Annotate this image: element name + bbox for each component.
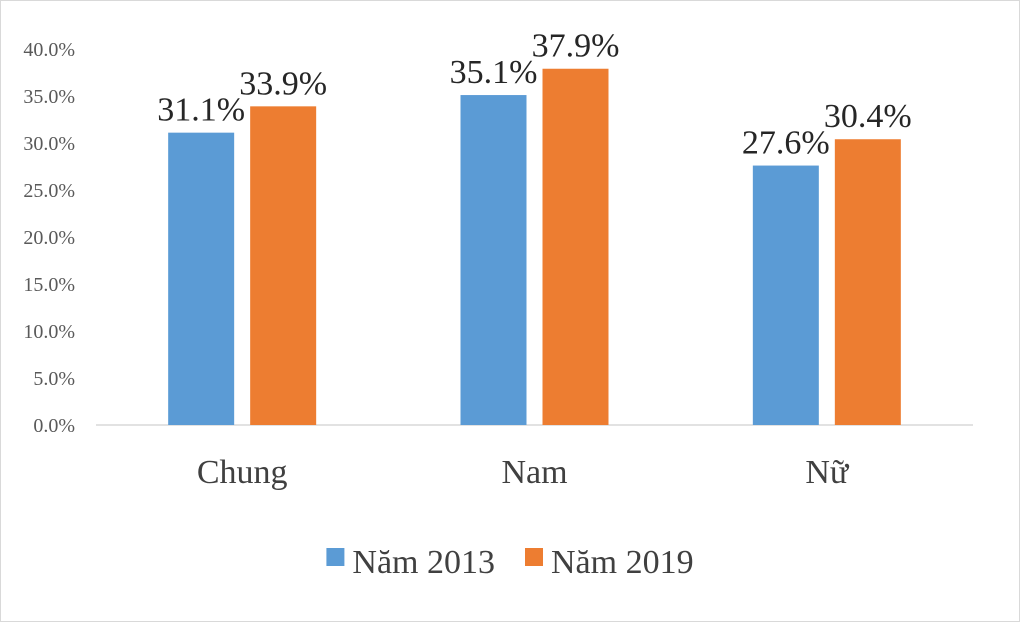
data-label: 33.9% — [239, 65, 327, 102]
y-axis-tick-labels: 0.0% 5.0% 10.0% 15.0% 20.0% 25.0% 30.0% 35.0% 40… — [23, 39, 75, 437]
data-labels: 31.1%33.9% 35.1%37.9% 27.6%30.4% — [157, 28, 911, 162]
category-label: Chung — [197, 454, 288, 491]
legend-label: Năm 2019 — [551, 544, 694, 581]
y-tick-label: 20.0% — [23, 227, 75, 249]
data-label: 37.9% — [532, 28, 620, 65]
bar-series2-2 — [834, 139, 901, 426]
category-label: Nam — [501, 454, 567, 491]
y-tick-label: 0.0% — [33, 415, 75, 437]
bar-series2-1 — [542, 68, 609, 426]
data-label: 30.4% — [824, 98, 912, 135]
y-tick-label: 10.0% — [23, 321, 75, 343]
data-label: 27.6% — [742, 125, 830, 162]
y-tick-label: 5.0% — [33, 368, 75, 390]
legend: Năm 2013 Năm 2019 — [326, 544, 694, 581]
legend-swatch — [326, 548, 345, 566]
x-axis-category-labels: Chung Nam Nữ — [197, 454, 850, 491]
bar-series1-1 — [460, 95, 527, 425]
category-label: Nữ — [805, 454, 850, 491]
data-label: 31.1% — [157, 92, 245, 129]
y-tick-label: 40.0% — [23, 39, 75, 61]
y-tick-label: 15.0% — [23, 274, 75, 296]
y-tick-label: 35.0% — [23, 86, 75, 108]
data-label: 35.1% — [450, 54, 538, 91]
bar-marks — [168, 68, 901, 426]
legend-swatch — [525, 548, 543, 566]
bar-series1-2 — [752, 165, 819, 425]
y-tick-label: 25.0% — [23, 180, 75, 202]
y-tick-label: 30.0% — [23, 133, 75, 155]
bar-series1-0 — [168, 132, 235, 425]
bar-series2-0 — [250, 106, 317, 425]
legend-label: Năm 2013 — [352, 544, 495, 581]
